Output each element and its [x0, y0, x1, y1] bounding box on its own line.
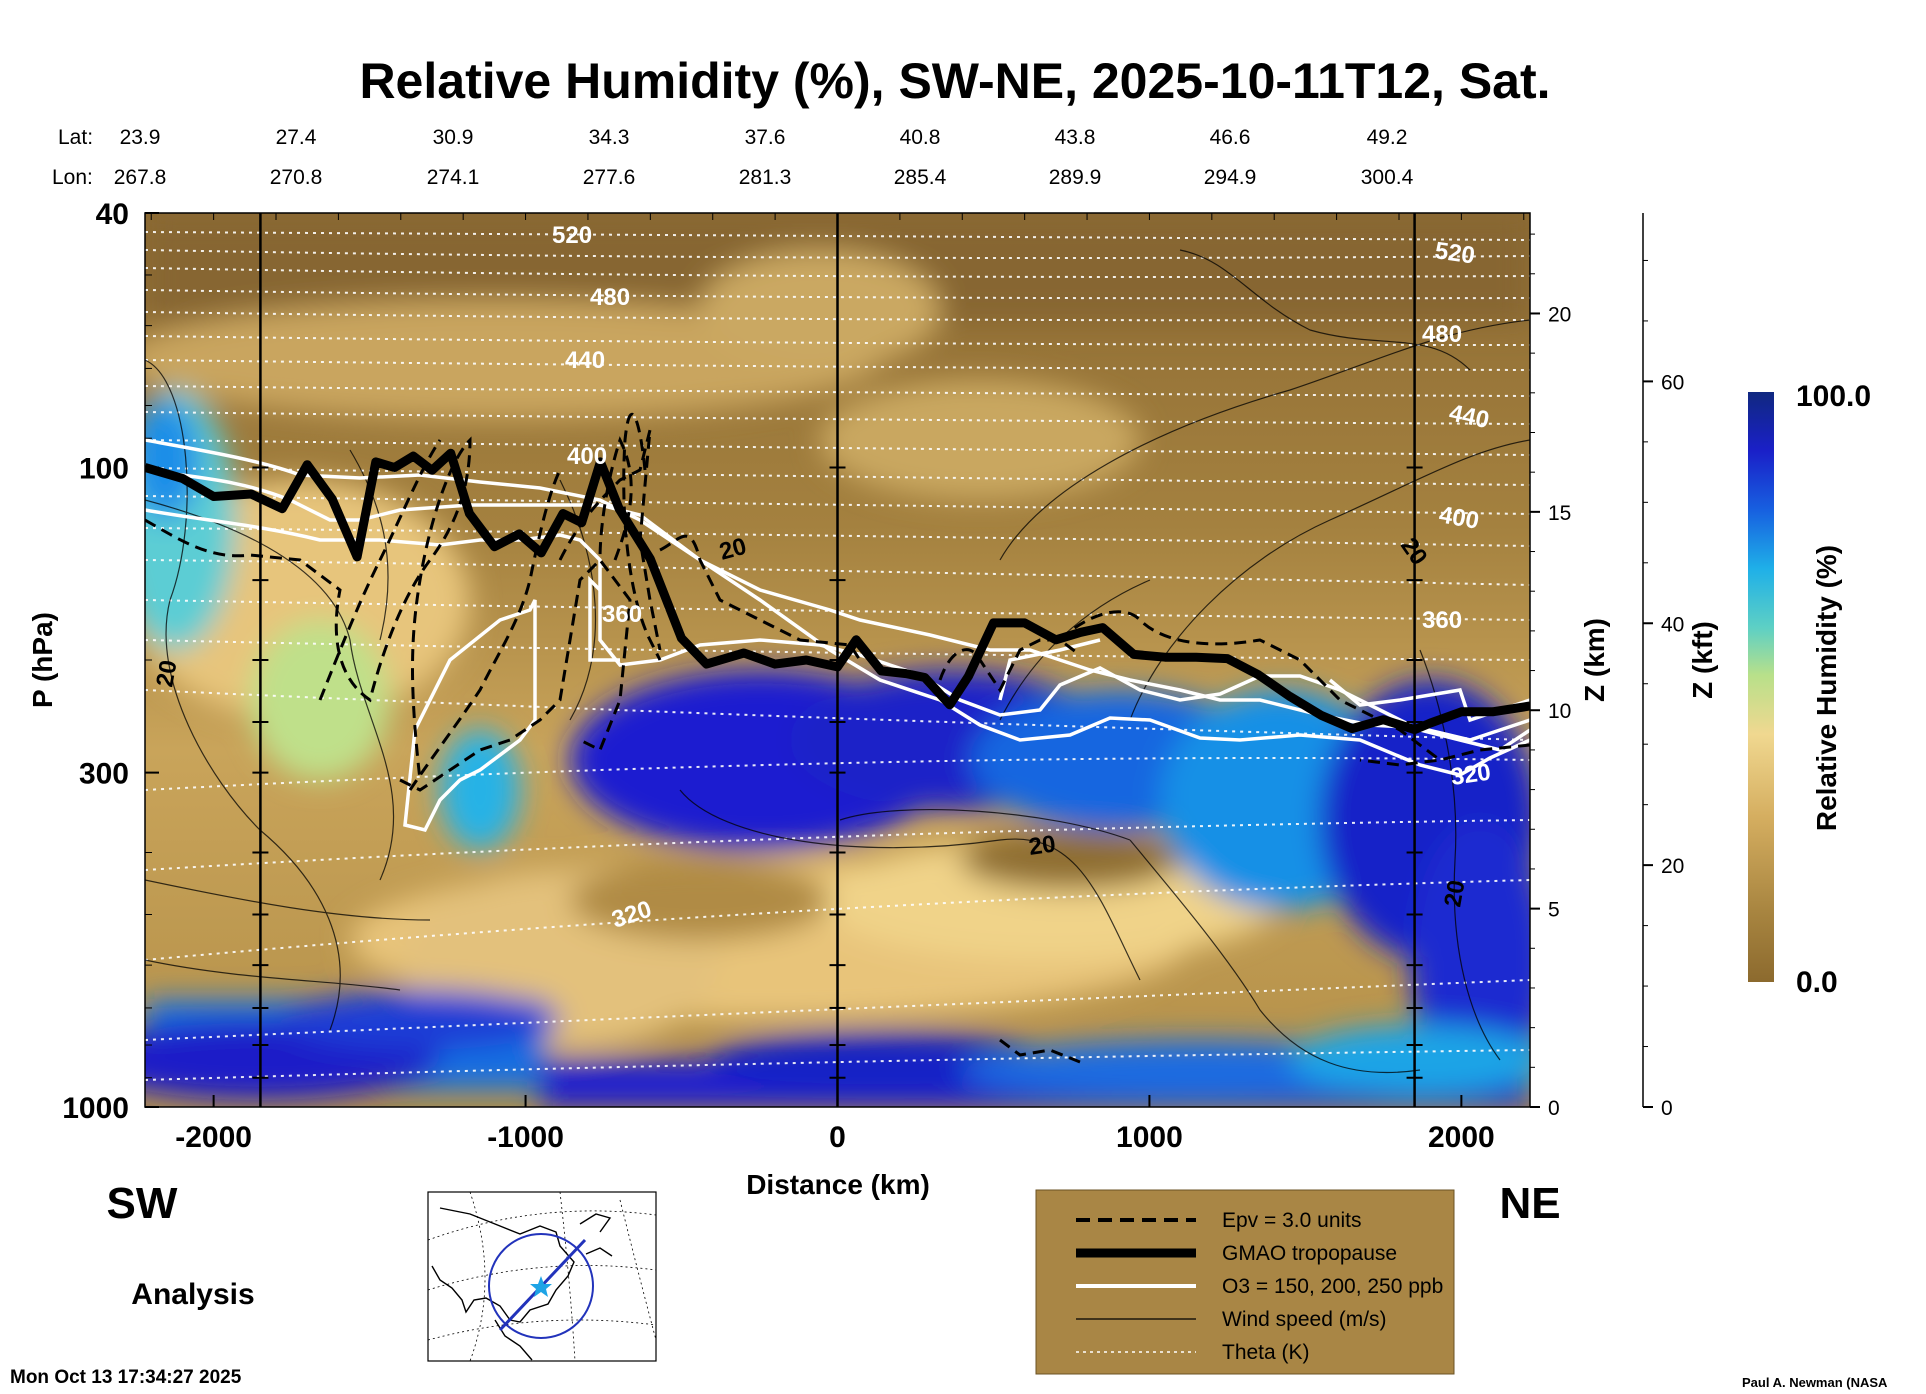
x-axis-label: Distance (km): [746, 1169, 930, 1200]
theta-labels: 520 480 440 400 360 320 520 480 440 400 …: [552, 222, 1492, 934]
lon-value-8: 300.4: [1361, 166, 1414, 189]
x-tick-label-1: -1000: [487, 1121, 564, 1154]
y-axis-label: P (hPa): [27, 612, 58, 708]
wind-label-3: 20: [1027, 830, 1057, 860]
zkft-tick-label-3: 60: [1661, 371, 1684, 394]
theta-label-440-left: 440: [565, 347, 605, 374]
lon-value-6: 289.9: [1049, 166, 1102, 189]
theta-label-320-right: 320: [1449, 759, 1492, 791]
zkft-tick-label-1: 20: [1661, 855, 1684, 878]
theta-label-360-right: 360: [1422, 607, 1462, 634]
colorbar-min-label: 0.0: [1796, 966, 1838, 999]
plot-area: 520 480 440 400 360 320 520 480 440 400 …: [145, 213, 1530, 1107]
colorbar-title: Relative Humidity (%): [1811, 545, 1842, 831]
sw-label: SW: [107, 1179, 178, 1228]
theta-label-360-left: 360: [602, 601, 642, 628]
lon-value-4: 281.3: [739, 166, 792, 189]
zkm-tick-label-1: 5: [1548, 899, 1560, 922]
x-tick-label-4: 2000: [1428, 1121, 1495, 1154]
lat-value-4: 37.6: [745, 126, 786, 149]
lon-value-2: 274.1: [427, 166, 480, 189]
y-tick-label-0: 1000: [62, 1092, 129, 1125]
credit: Paul A. Newman (NASA: [1742, 1375, 1888, 1390]
y-tick-label-3: 40: [96, 198, 129, 231]
lat-value-1: 27.4: [276, 126, 317, 149]
latlon-values: 23.9 267.8 27.4 270.8 30.9 274.1 34.3 277.6 37.6…: [114, 126, 1414, 189]
wind-label-2: 20: [151, 658, 182, 689]
axes: -2000 -1000 0 1000 2000100030010040051015200…: [62, 198, 1684, 1154]
y-tick-label-1: 300: [79, 758, 129, 791]
lat-value-0: 23.9: [120, 126, 161, 149]
lon-value-5: 285.4: [894, 166, 947, 189]
theta-label-520-right: 520: [1433, 237, 1476, 269]
analysis-label: Analysis: [131, 1278, 254, 1311]
lat-value-5: 40.8: [900, 126, 941, 149]
zkm-tick-label-3: 15: [1548, 502, 1571, 525]
legend: Epv = 3.0 units GMAO tropopause O3 = 150…: [1035, 1189, 1455, 1375]
legend-ozone: O3 = 150, 200, 250 ppb: [1222, 1275, 1443, 1298]
coordinate-rows: Lat: Lon: 23.9 267.8 27.4 270.8 30.9 274.1 34.…: [52, 126, 1414, 189]
theta-label-400-left: 400: [567, 443, 607, 470]
theta-label-480-left: 480: [590, 284, 630, 311]
timestamp: Mon Oct 13 17:34:27 2025: [10, 1367, 242, 1388]
legend-epv: Epv = 3.0 units: [1222, 1209, 1362, 1232]
tropopause-line: [145, 448, 1530, 735]
inset-map: [427, 1191, 657, 1362]
epv-contours: [145, 412, 1530, 1064]
wind-speed-contours: [145, 249, 1530, 1074]
zkft-tick-label-2: 40: [1661, 613, 1684, 636]
ozone-contours: [145, 438, 1530, 833]
x-tick-label-2: 0: [829, 1121, 846, 1154]
inset-map-frame: [427, 1191, 657, 1362]
chart-title: Relative Humidity (%), SW-NE, 2025-10-11…: [359, 53, 1550, 109]
zkm-tick-label-0: 0: [1548, 1097, 1560, 1120]
lon-value-1: 270.8: [270, 166, 323, 189]
z-kft-axis-label: Z (kft): [1687, 621, 1718, 699]
inset-center-star: [530, 1276, 552, 1297]
lat-value-7: 46.6: [1210, 126, 1251, 149]
theta-label-480-right: 480: [1422, 321, 1462, 348]
lon-value-7: 294.9: [1204, 166, 1257, 189]
y-tick-label-2: 100: [79, 452, 129, 485]
lat-value-3: 34.3: [589, 126, 630, 149]
x-tick-label-3: 1000: [1116, 1121, 1183, 1154]
zkm-tick-label-2: 10: [1548, 700, 1571, 723]
lat-value-8: 49.2: [1367, 126, 1408, 149]
legend-theta: Theta (K): [1222, 1341, 1310, 1364]
lat-label: Lat:: [58, 126, 93, 149]
x-tick-label-0: -2000: [175, 1121, 252, 1154]
humidity-field: [145, 213, 1530, 1107]
theta-label-520-left: 520: [552, 222, 592, 249]
colorbar-gradient: [1748, 392, 1774, 982]
lon-value-3: 277.6: [583, 166, 636, 189]
legend-tropopause: GMAO tropopause: [1222, 1242, 1397, 1265]
lat-value-6: 43.8: [1055, 126, 1096, 149]
wind-label-4: 20: [1439, 878, 1470, 909]
colorbar-max-label: 100.0: [1796, 380, 1871, 413]
ne-label: NE: [1499, 1179, 1560, 1228]
lon-label: Lon:: [52, 166, 93, 189]
legend-wind: Wind speed (m/s): [1222, 1308, 1387, 1331]
zkft-tick-label-0: 0: [1661, 1097, 1673, 1120]
z-km-axis-label: Z (km): [1579, 618, 1610, 702]
lat-value-2: 30.9: [433, 126, 474, 149]
zkm-tick-label-4: 20: [1548, 303, 1571, 326]
inset-range-circle: [488, 1233, 594, 1339]
lon-value-0: 267.8: [114, 166, 167, 189]
vertical-marker-lines: [252, 213, 1423, 1107]
colorbar: 100.0 0.0 Relative Humidity (%): [1748, 380, 1871, 999]
